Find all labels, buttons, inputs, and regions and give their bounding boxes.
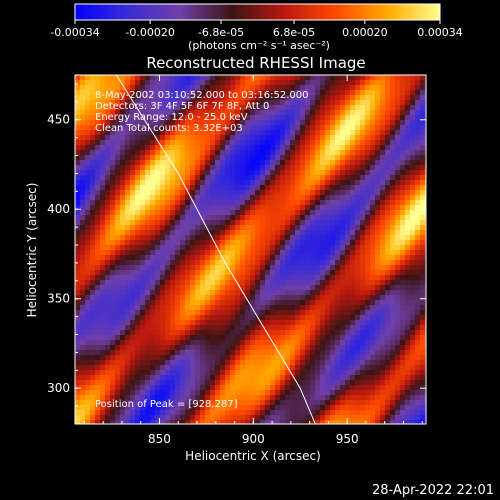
colorbar-tick-label: 0.00034: [417, 26, 463, 39]
y-tick-label: 450: [47, 113, 70, 127]
colorbar-tick-label: -0.00034: [50, 26, 99, 39]
chart-title: Reconstructed RHESSI Image: [146, 54, 365, 72]
heatmap: [75, 75, 426, 424]
colorbar: [74, 3, 441, 21]
info-block: 8-May-2002 03:10:52.000 to 03:16:52.000D…: [95, 90, 308, 134]
peak-position-label: Position of Peak = [928,287]: [95, 399, 238, 410]
x-axis-label: Heliocentric X (arcsec): [185, 449, 321, 463]
info-line: Clean Total counts: 3.32E+03: [95, 123, 243, 134]
x-tick-label: 950: [336, 432, 359, 446]
y-axis-label: Heliocentric Y (arcsec): [25, 183, 39, 318]
solar-limb-line: [115, 75, 316, 424]
info-line: 8-May-2002 03:10:52.000 to 03:16:52.000: [95, 90, 308, 101]
info-line: Detectors: 3F 4F 5F 6F 7F 8F, Att 0: [95, 101, 269, 112]
y-tick-label: 350: [47, 292, 70, 306]
colorbar-gradient: [74, 3, 441, 21]
colorbar-tick-label: -6.8e-05: [198, 26, 244, 39]
timestamp: 28-Apr-2022 22:01: [372, 483, 494, 498]
colorbar-unit-label: (photons cm⁻² s⁻¹ asec⁻²): [188, 39, 330, 52]
colorbar-ticks: -0.00034 -0.00020 -6.8e-05 6.8e-05 0.00020 0.…: [50, 20, 463, 39]
colorbar-tick-label: -0.00020: [125, 26, 174, 39]
y-axis-ticks: 300 350 400 450: [47, 83, 426, 407]
info-line: Energy Range: 12.0 - 25.0 keV: [95, 112, 248, 123]
plot-frame: [74, 74, 427, 425]
y-tick-label: 400: [47, 202, 70, 216]
x-axis-ticks: 850 900 950: [83, 75, 423, 446]
colorbar-tick-label: 6.8e-05: [273, 26, 315, 39]
x-tick-label: 900: [242, 432, 265, 446]
y-tick-label: 300: [47, 381, 70, 395]
colorbar-tick-label: 0.00020: [342, 26, 388, 39]
x-tick-label: 850: [148, 432, 171, 446]
